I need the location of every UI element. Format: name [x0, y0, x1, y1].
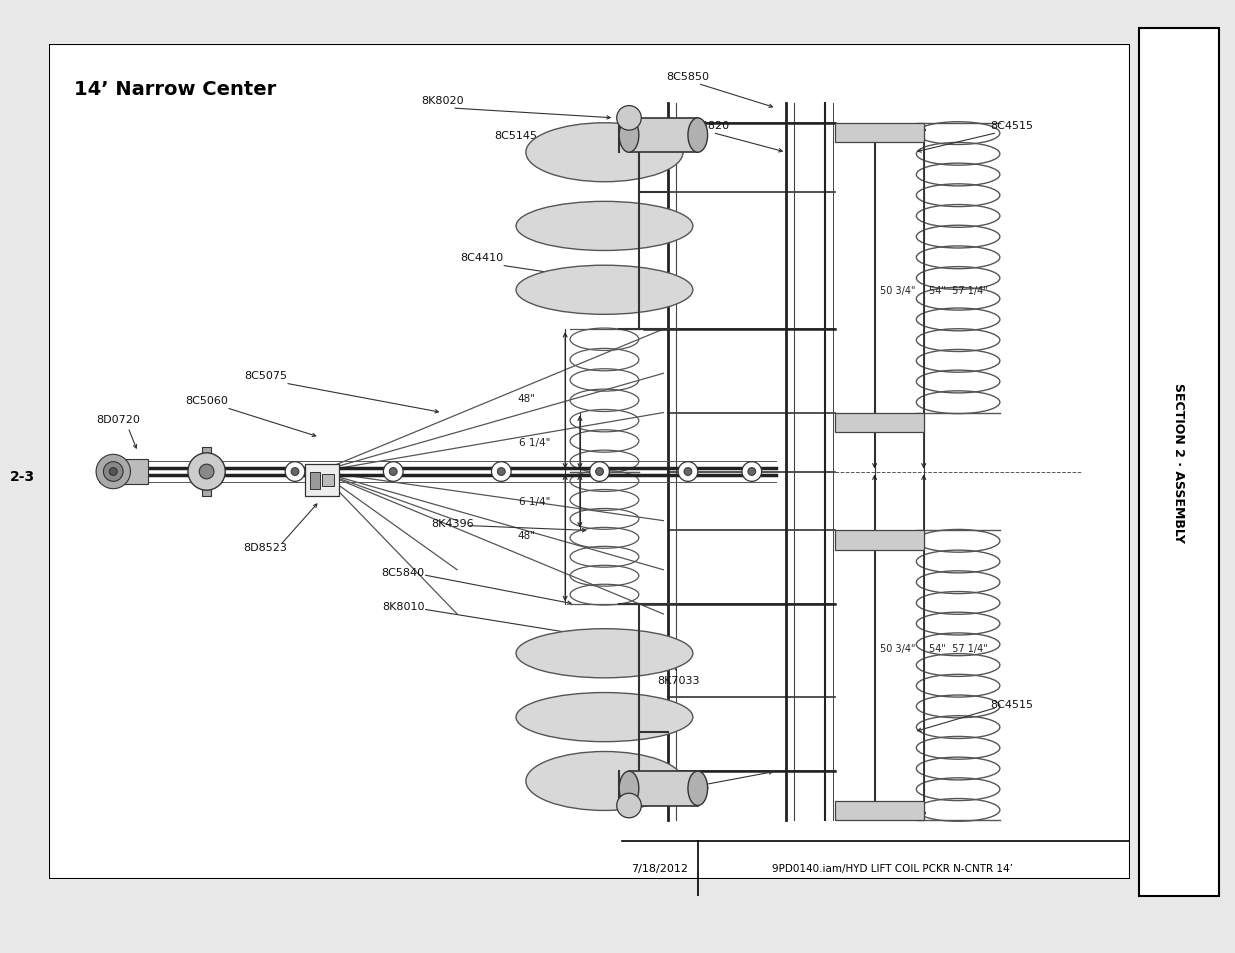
- Circle shape: [199, 465, 214, 479]
- Text: 8K7033: 8K7033: [657, 675, 699, 685]
- Text: 8C5075: 8C5075: [245, 371, 287, 381]
- Text: 6 1/4": 6 1/4": [519, 497, 551, 506]
- Circle shape: [748, 468, 756, 476]
- Circle shape: [616, 107, 641, 131]
- Bar: [305, 465, 340, 497]
- Text: 8C5060: 8C5060: [185, 395, 228, 405]
- Ellipse shape: [619, 119, 638, 153]
- Text: 8C4410: 8C4410: [461, 253, 503, 263]
- Ellipse shape: [688, 771, 708, 805]
- Text: SECTION 2 · ASSEMBLY: SECTION 2 · ASSEMBLY: [1172, 382, 1186, 542]
- Text: 8C5850: 8C5850: [667, 783, 709, 793]
- Text: 8K8020: 8K8020: [421, 96, 463, 106]
- Circle shape: [389, 468, 398, 476]
- Ellipse shape: [526, 752, 683, 811]
- Text: 2-3: 2-3: [10, 470, 35, 483]
- Text: 8C4515: 8C4515: [990, 700, 1034, 710]
- Text: 54"  57 1/4": 54" 57 1/4": [929, 286, 988, 295]
- Text: 48": 48": [517, 394, 536, 403]
- Circle shape: [742, 462, 762, 482]
- Bar: [310, 472, 320, 489]
- Bar: [835, 124, 924, 143]
- Text: 8D8523: 8D8523: [243, 542, 288, 553]
- Ellipse shape: [688, 119, 708, 153]
- Bar: [629, 771, 698, 805]
- Text: 7/18/2012: 7/18/2012: [631, 863, 688, 874]
- Circle shape: [595, 468, 604, 476]
- Circle shape: [492, 462, 511, 482]
- Circle shape: [110, 468, 117, 476]
- Ellipse shape: [516, 693, 693, 741]
- Bar: [322, 475, 335, 487]
- Circle shape: [498, 468, 505, 476]
- Circle shape: [616, 794, 641, 818]
- Text: 14’ Narrow Center: 14’ Narrow Center: [74, 79, 277, 98]
- Circle shape: [383, 462, 403, 482]
- Bar: [201, 482, 211, 497]
- Text: 48": 48": [517, 531, 536, 540]
- Ellipse shape: [516, 202, 693, 252]
- Circle shape: [291, 468, 299, 476]
- Text: 6 1/4": 6 1/4": [519, 437, 551, 448]
- Circle shape: [590, 462, 609, 482]
- Text: 8K4396: 8K4396: [431, 518, 473, 528]
- Ellipse shape: [516, 629, 693, 679]
- Text: 8C4515: 8C4515: [990, 120, 1034, 131]
- Circle shape: [678, 462, 698, 482]
- Circle shape: [188, 454, 225, 491]
- Circle shape: [104, 462, 124, 482]
- Bar: [835, 531, 924, 551]
- Bar: [629, 119, 698, 153]
- Text: 54"  57 1/4": 54" 57 1/4": [929, 643, 988, 654]
- Ellipse shape: [516, 266, 693, 315]
- Text: 8D0720: 8D0720: [96, 415, 140, 425]
- Text: 9PD0140.iam/HYD LIFT COIL PCKR N-CNTR 14’: 9PD0140.iam/HYD LIFT COIL PCKR N-CNTR 14…: [772, 863, 1013, 874]
- Circle shape: [285, 462, 305, 482]
- Text: 8C5145: 8C5145: [494, 131, 537, 140]
- Bar: [835, 801, 924, 821]
- Ellipse shape: [619, 771, 638, 805]
- Circle shape: [96, 455, 131, 489]
- Text: 8C5840: 8C5840: [382, 567, 425, 578]
- Text: 8C5850: 8C5850: [667, 71, 709, 81]
- Text: 8C5820: 8C5820: [685, 120, 729, 131]
- Text: 50 3/4": 50 3/4": [879, 286, 915, 295]
- Text: 50 3/4": 50 3/4": [879, 643, 915, 654]
- Text: 8K8010: 8K8010: [382, 601, 425, 612]
- Circle shape: [684, 468, 692, 476]
- Bar: [124, 459, 148, 484]
- Bar: [201, 448, 211, 462]
- Ellipse shape: [526, 124, 683, 183]
- Bar: [835, 414, 924, 433]
